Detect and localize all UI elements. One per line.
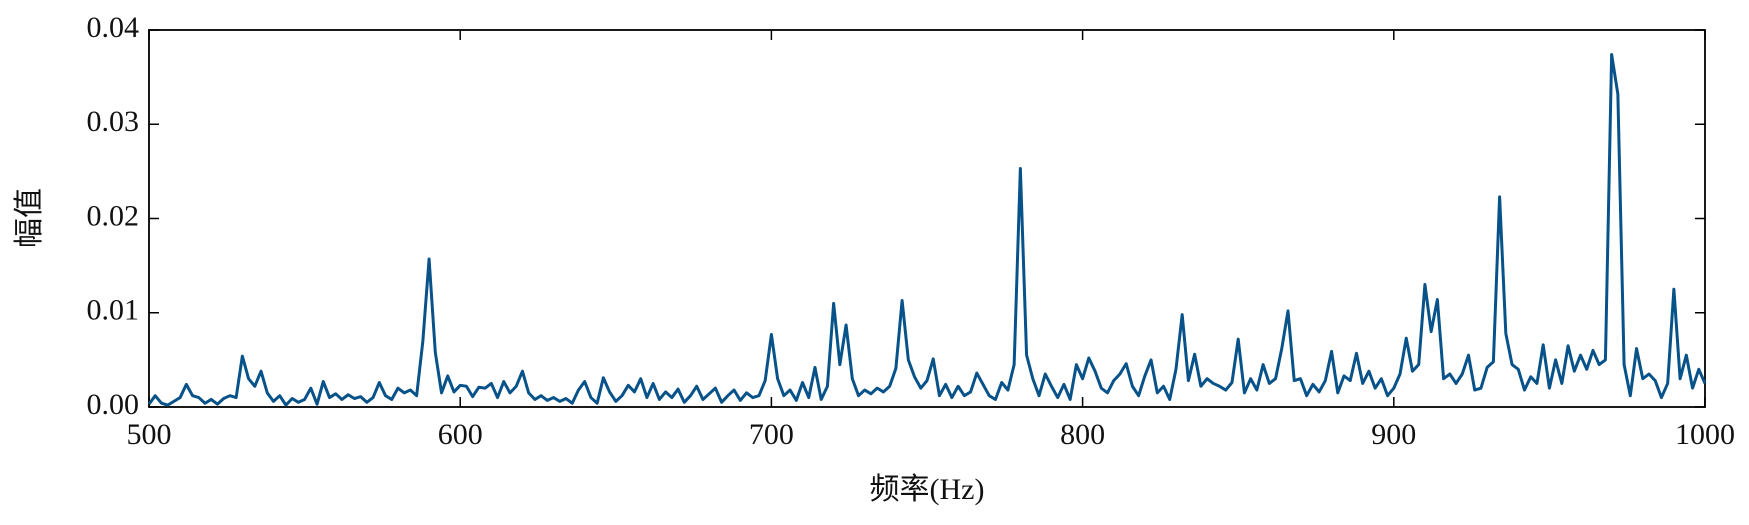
x-tick-label: 900 (1371, 418, 1416, 451)
plot-frame (148, 29, 1706, 408)
x-tick-label: 1000 (1675, 418, 1735, 451)
x-tick-label: 700 (749, 418, 794, 451)
y-tick-label: 0.04 (87, 11, 140, 44)
y-tick-label: 0.02 (87, 199, 140, 232)
y-axis-label: 幅值 (13, 188, 46, 248)
y-tick-label: 0.01 (87, 294, 140, 327)
x-tick-label: 600 (438, 418, 483, 451)
x-axis-label: 频率(Hz) (870, 473, 985, 506)
line-series (147, 53, 1707, 407)
x-tick-label: 500 (127, 418, 172, 451)
x-tick-label: 800 (1060, 418, 1105, 451)
y-tick-label: 0.00 (87, 388, 140, 421)
y-tick-label: 0.03 (87, 105, 140, 138)
